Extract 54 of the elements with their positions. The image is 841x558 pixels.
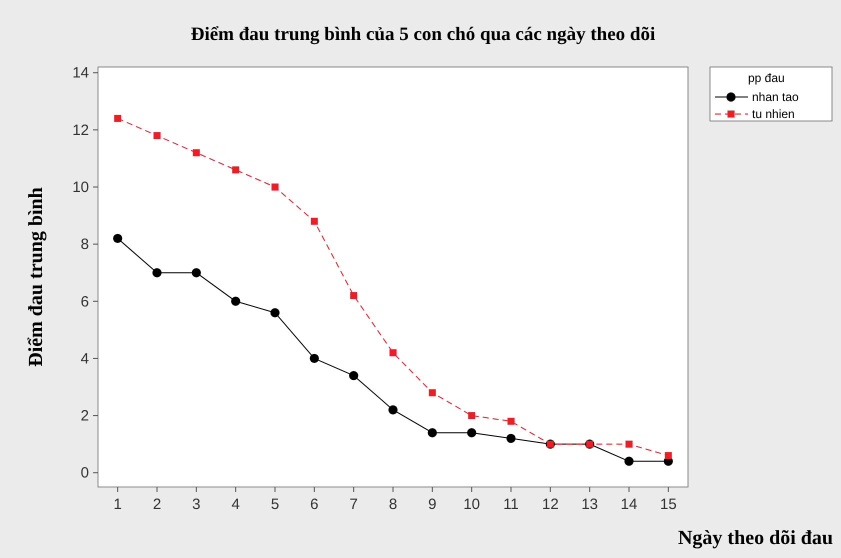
x-tick-label: 6 — [310, 496, 319, 513]
legend-label: nhan tao — [752, 90, 800, 104]
point — [664, 452, 672, 460]
x-tick-label: 9 — [428, 496, 437, 513]
y-tick-label: 12 — [72, 122, 89, 139]
point — [468, 412, 476, 420]
y-tick-label: 4 — [80, 350, 89, 368]
point — [231, 296, 240, 306]
point — [467, 428, 476, 438]
x-tick-label: 13 — [581, 496, 598, 513]
y-axis-title: Điểm đau trung bình — [25, 187, 47, 367]
x-tick-label: 4 — [231, 496, 240, 513]
point — [388, 405, 398, 414]
y-tick-label: 10 — [72, 179, 89, 196]
point — [506, 434, 516, 444]
x-tick-label: 3 — [192, 496, 201, 513]
point — [192, 268, 201, 278]
x-tick-label: 8 — [388, 496, 398, 513]
point — [508, 418, 514, 425]
point — [310, 354, 319, 364]
y-tick-label: 0 — [80, 464, 89, 482]
point — [310, 218, 318, 225]
point — [232, 166, 240, 174]
x-tick-label: 14 — [620, 496, 638, 513]
point — [272, 184, 278, 190]
chart-title: Điểm đau trung bình của 5 con chó qua các ngày theo dõi — [190, 24, 656, 45]
x-axis-title: Ngày theo dõi đau — [678, 527, 833, 549]
point — [154, 132, 160, 140]
x-tick-label: 1 — [113, 496, 122, 513]
x-tick-label: 10 — [463, 496, 480, 513]
y-tick-label: 6 — [80, 293, 89, 310]
x-tick-label: 2 — [152, 496, 162, 513]
x-tick-label: 7 — [349, 496, 358, 513]
x-tick-label: 5 — [270, 496, 280, 513]
legend-title: pp đau — [748, 71, 785, 85]
point — [626, 440, 632, 448]
y-tick-label: 14 — [72, 64, 89, 82]
point — [270, 308, 280, 318]
point — [152, 268, 162, 278]
point — [349, 370, 358, 380]
point — [192, 149, 200, 156]
point — [350, 292, 358, 300]
point — [428, 389, 436, 396]
y-tick-label: 8 — [80, 236, 89, 254]
point — [624, 456, 634, 466]
point — [113, 234, 122, 244]
point — [114, 114, 122, 122]
y-tick-label: 2 — [80, 408, 89, 425]
point — [428, 428, 437, 438]
x-tick-label: 12 — [542, 496, 559, 513]
x-tick-label: 11 — [503, 496, 519, 513]
legend-label: tu nhien — [752, 107, 795, 121]
point — [390, 349, 396, 356]
x-tick-label: 15 — [660, 496, 677, 513]
